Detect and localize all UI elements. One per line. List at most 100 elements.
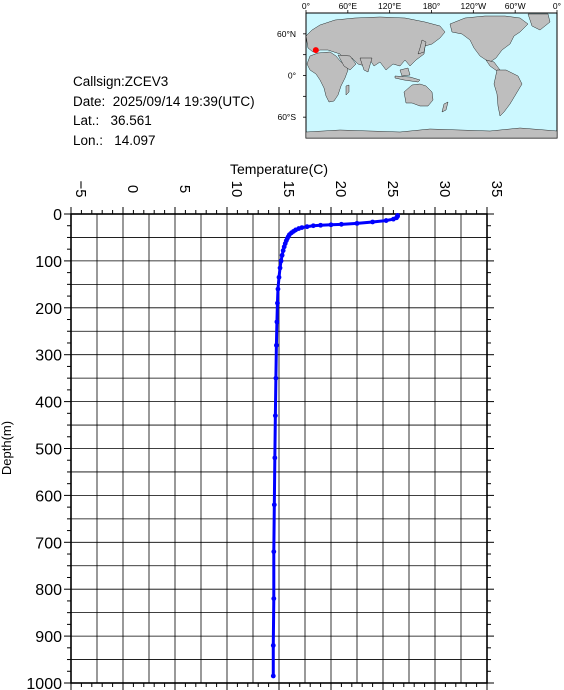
map-lon-label: 120°W — [461, 1, 487, 11]
profile-point — [289, 230, 294, 236]
y-tick-label: 600 — [35, 488, 62, 505]
south-america-land — [493, 69, 523, 117]
map-lon-label: 60°E — [339, 1, 358, 11]
profile-point — [296, 226, 302, 231]
australia-land — [403, 83, 434, 107]
y-tick-label: 300 — [35, 348, 62, 365]
longitude-text: Lon.: 14.097 — [73, 132, 156, 148]
north-america-land — [449, 15, 529, 63]
map-lat-label: 60°N — [277, 29, 296, 39]
y-tick-label: 400 — [35, 395, 62, 412]
indonesia-land — [394, 75, 421, 83]
temperature-profile — [270, 213, 400, 679]
profile-point — [272, 455, 278, 461]
greenland-land — [527, 13, 551, 31]
y-tick-label: 500 — [35, 442, 62, 459]
profile-point — [281, 244, 287, 250]
eurasia-land — [306, 16, 446, 71]
profile-point — [285, 234, 291, 239]
profile-point — [383, 218, 389, 223]
profile-point — [273, 375, 279, 381]
latitude-text: Lat.: 36.561 — [73, 113, 152, 128]
x-tick-label: 20 — [332, 181, 349, 198]
borneo-land — [399, 67, 411, 77]
africa-land — [306, 51, 349, 103]
profile-point — [279, 252, 285, 258]
profile-point — [394, 215, 399, 221]
profile-point — [270, 643, 276, 648]
profile-point — [277, 265, 283, 271]
x-tick-label: 0 — [124, 185, 141, 193]
y-axis-label: Depth(m) — [0, 421, 14, 475]
profile-point — [284, 235, 290, 241]
map-lat-label: 60°S — [277, 112, 296, 122]
map-land — [306, 13, 557, 138]
profile-point — [395, 213, 400, 218]
profile-point — [271, 502, 277, 508]
profile-point — [282, 241, 288, 246]
profile-point — [293, 227, 299, 233]
profile-point — [370, 219, 375, 225]
world-map: 0° 60°E 120°E 180° 120°W 60°W 0° 60°N 0° 60°S — [277, 1, 561, 139]
profile-point — [310, 223, 316, 229]
x-ticks: −5 0 5 10 15 20 25 30 35 — [70, 180, 505, 690]
map-lon-label: 180° — [423, 1, 441, 11]
profile-point — [354, 220, 360, 226]
map-lon-label: 0° — [553, 1, 561, 11]
japan-land — [417, 39, 427, 55]
profile-point — [299, 225, 305, 231]
profile-point — [272, 413, 278, 419]
profile-point — [276, 274, 282, 280]
map-lon-labels: 0° 60°E 120°E 180° 120°W 60°W 0° — [302, 1, 561, 11]
map-ticks — [303, 10, 558, 118]
y-tick-label: 0 — [53, 207, 62, 224]
profile-point — [274, 319, 280, 325]
x-tick-label: 5 — [176, 185, 193, 193]
y-ticks: 0 100 200 300 400 500 600 700 800 900 1000 — [26, 207, 494, 690]
arabia-land — [337, 54, 357, 71]
profile-point — [271, 596, 277, 601]
map-lon-label: 60°W — [505, 1, 526, 11]
grid — [71, 214, 487, 683]
station-info: Callsign:ZCEV3 Date: 2025/09/14 19:39(UT… — [73, 72, 255, 150]
y-tick-label: 100 — [35, 254, 62, 271]
profile-point — [283, 238, 289, 244]
y-tick-label: 200 — [35, 301, 62, 318]
map-lon-label: 0° — [302, 1, 310, 11]
callsign-text: Callsign:ZCEV3 — [73, 74, 169, 89]
profile-point — [280, 248, 286, 253]
x-axis-label: Temperature(C) — [230, 161, 328, 177]
location-marker — [312, 47, 319, 54]
profile-point — [395, 213, 400, 219]
india-land — [359, 57, 373, 73]
profile-line — [271, 214, 400, 676]
map-lat-label: 0° — [288, 71, 296, 81]
profile-point — [270, 673, 276, 679]
y-tick-label: 1000 — [26, 676, 62, 690]
profile-point — [287, 232, 292, 238]
x-tick-label: −5 — [72, 180, 89, 197]
new-zealand-land — [441, 101, 449, 113]
map-lon-label: 120°E — [378, 1, 402, 11]
y-tick-label: 900 — [35, 629, 62, 646]
madagascar-land — [345, 84, 350, 96]
x-tick-label: 25 — [384, 181, 401, 198]
profile-point — [339, 221, 344, 227]
profile-point — [318, 222, 323, 228]
x-tick-label: 15 — [280, 181, 297, 198]
y-tick-label: 700 — [35, 535, 62, 552]
profile-point — [328, 222, 334, 228]
profile-point — [275, 286, 281, 292]
map-lat-labels: 60°N 0° 60°S — [277, 29, 296, 122]
profile-point — [274, 342, 279, 348]
x-tick-label: 30 — [436, 181, 453, 198]
profile-point — [291, 228, 296, 234]
profile-point — [391, 216, 396, 222]
profile-point — [271, 549, 277, 555]
antarctica-land — [306, 127, 557, 138]
profile-point — [304, 224, 310, 230]
x-tick-label: 10 — [228, 181, 245, 198]
y-tick-label: 800 — [35, 582, 62, 599]
plot-frame — [70, 213, 488, 684]
profile-point — [278, 258, 284, 264]
